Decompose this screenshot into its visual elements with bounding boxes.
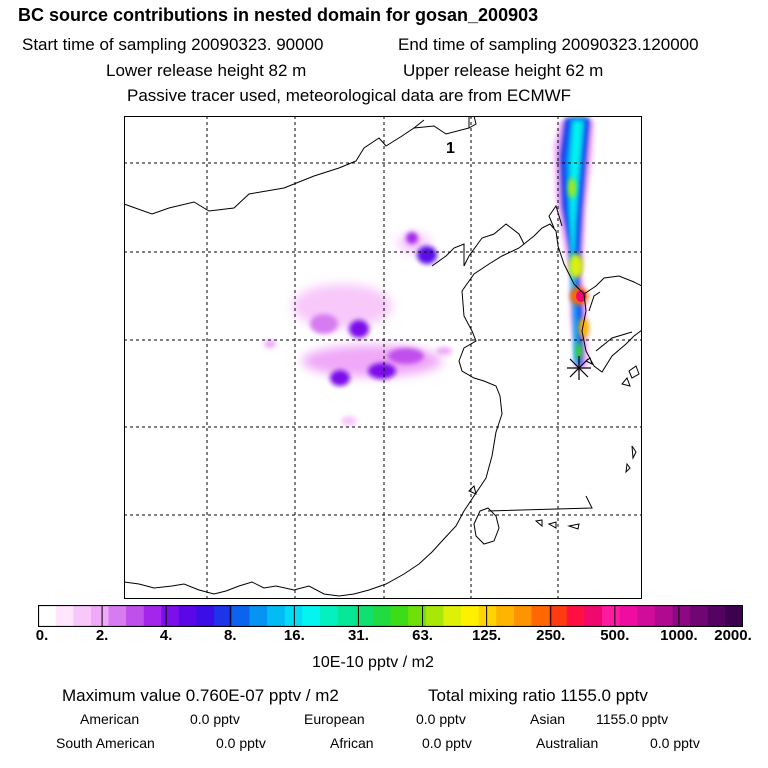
colorbar-cell	[355, 605, 374, 627]
colorbar	[38, 605, 743, 627]
colorbar-tick-label: 2000.	[714, 627, 752, 644]
colorbar-cell	[249, 605, 268, 627]
colorbar-cell	[108, 605, 127, 627]
region-name-african: African	[330, 735, 374, 751]
colorbar-cell	[231, 605, 251, 627]
colorbar-cell	[566, 605, 585, 627]
region-value-south-american: 0.0 pptv	[216, 735, 266, 751]
colorbar-cell	[690, 605, 709, 627]
upper-release-height-label: Upper release height 62 m	[403, 61, 604, 80]
colorbar-tick-label: 31.	[348, 627, 369, 644]
colorbar-cell	[496, 605, 515, 627]
colorbar-units: 10E-10 pptv / m2	[312, 654, 434, 671]
map-border	[124, 116, 642, 599]
end-time-label: End time of sampling 20090323.120000	[398, 35, 699, 54]
colorbar-cell	[337, 605, 356, 627]
region-name-european: European	[304, 711, 365, 727]
colorbar-cell	[196, 605, 215, 627]
total-mixing-ratio-label: Total mixing ratio 1155.0 pptv	[428, 686, 648, 705]
colorbar-cell	[478, 605, 497, 627]
colorbar-cell	[425, 605, 444, 627]
colorbar-tick-label: 1000.	[660, 627, 698, 644]
colorbar-tick-label: 125.	[472, 627, 502, 644]
panel-label: 1	[446, 140, 455, 157]
colorbar-cell	[443, 605, 462, 627]
colorbar-cell	[619, 605, 638, 627]
coastlines	[124, 116, 642, 597]
concentration-plume	[554, 118, 594, 371]
colorbar-cell	[707, 605, 726, 627]
colorbar-cell	[90, 605, 110, 627]
colorbar-cell	[267, 605, 286, 627]
inland-concentration-patches	[264, 232, 452, 426]
region-value-african: 0.0 pptv	[422, 735, 472, 751]
colorbar-cell	[161, 605, 180, 627]
colorbar-cell	[179, 605, 198, 627]
region-value-asian: 1155.0 pptv	[596, 711, 669, 727]
colorbar-tick-label: 63.	[412, 627, 433, 644]
colorbar-tick-label: 250.	[536, 627, 566, 644]
colorbar-cell	[214, 605, 233, 627]
colorbar-tick-label: 2.	[95, 627, 109, 644]
colorbar-cell	[126, 605, 145, 627]
lower-release-height-label: Lower release height 82 m	[106, 61, 307, 80]
colorbar-cell	[725, 605, 743, 627]
region-name-american: American	[80, 711, 140, 727]
colorbar-cell	[654, 605, 674, 627]
colorbar-cell	[55, 605, 74, 627]
colorbar-cell	[302, 605, 321, 627]
tracer-note: Passive tracer used, meteorological data…	[127, 86, 572, 105]
region-value-australian: 0.0 pptv	[650, 735, 700, 751]
colorbar-tick-label: 500.	[600, 627, 630, 644]
colorbar-cell	[513, 605, 533, 627]
colorbar-tick-label: 16.	[283, 627, 305, 644]
maximum-value-label: Maximum value 0.760E-07 pptv / m2	[62, 686, 339, 705]
colorbar-cell	[549, 605, 568, 627]
colorbar-cell	[461, 605, 480, 627]
map-panel: 1	[124, 116, 642, 599]
colorbar-tick-label: 0.	[35, 627, 49, 644]
map-grid	[124, 116, 642, 599]
colorbar-cell	[637, 605, 656, 627]
plot-title: BC source contributions in nested domain…	[18, 5, 539, 25]
colorbar-cell	[38, 605, 57, 627]
colorbar-cell	[390, 605, 409, 627]
colorbar-tick-label: 8.	[224, 627, 237, 644]
region-name-asian: Asian	[530, 711, 566, 727]
region-name-south-american: South American	[56, 735, 155, 751]
colorbar-tick-label: 4.	[159, 627, 173, 644]
colorbar-cell	[672, 605, 691, 627]
colorbar-cell	[73, 605, 92, 627]
star-marker-icon	[567, 356, 591, 380]
colorbar-cell	[320, 605, 339, 627]
colorbar-cell	[284, 605, 303, 627]
region-value-european: 0.0 pptv	[416, 711, 466, 727]
start-time-label: Start time of sampling 20090323. 90000	[22, 35, 324, 54]
region-value-american: 0.0 pptv	[190, 711, 240, 727]
colorbar-cell	[602, 605, 621, 627]
colorbar-cell	[143, 605, 162, 627]
colorbar-cell	[372, 605, 392, 627]
colorbar-cell	[531, 605, 550, 627]
region-name-australian: Australian	[536, 735, 599, 751]
colorbar-cell	[408, 605, 427, 627]
colorbar-cell	[584, 605, 603, 627]
